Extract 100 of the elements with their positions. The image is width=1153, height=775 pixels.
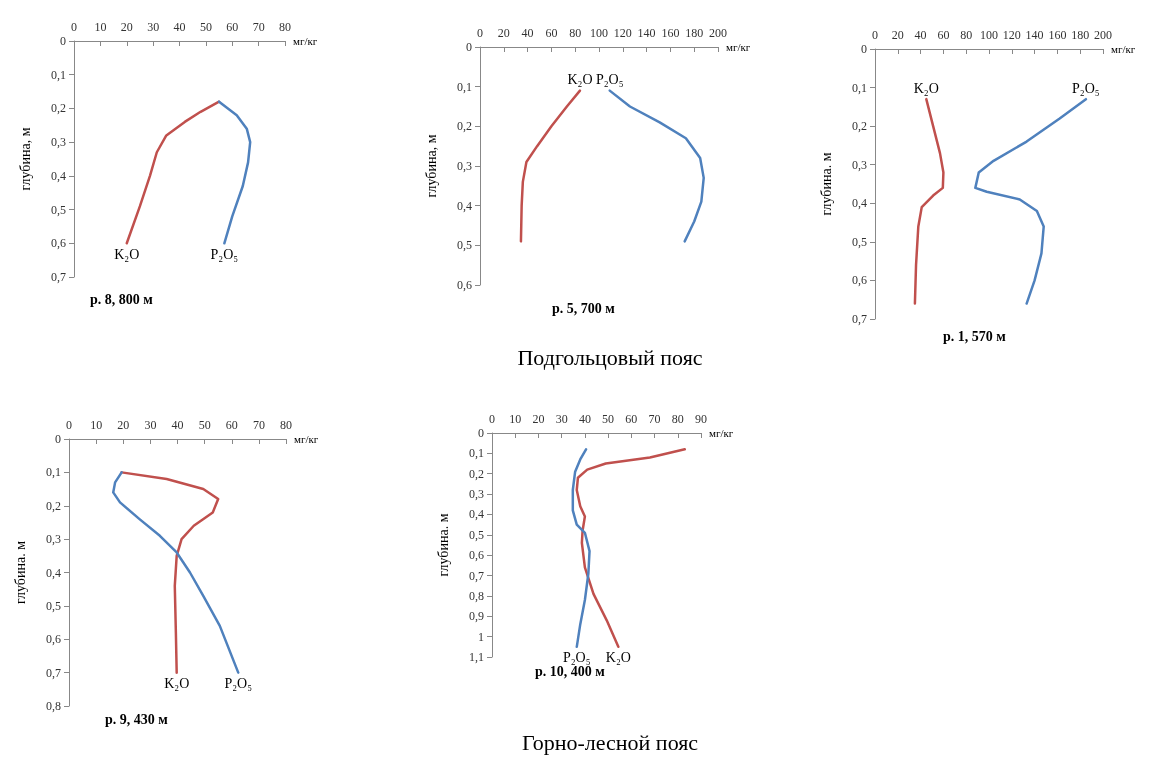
x-tick-label: 40: [578, 412, 591, 426]
series-label: P₂O₅: [595, 72, 624, 88]
x-tick-label: 50: [198, 418, 211, 432]
x-tick-label: 60: [937, 28, 950, 42]
x-tick-label: 200: [1094, 28, 1112, 42]
x-tick-label: 70: [252, 418, 265, 432]
y-tick-label: 0: [466, 40, 472, 54]
y-axis-title: глубина. м: [435, 513, 451, 577]
y-tick-label: 0: [55, 432, 61, 446]
x-tick-label: 120: [1002, 28, 1021, 42]
x-tick-label: 70: [252, 20, 265, 34]
y-tick-label: 0,3: [46, 532, 61, 547]
x-tick-label: 50: [199, 20, 212, 34]
x-tick-label: 100: [590, 26, 608, 40]
y-axis-title: глубина. м: [12, 540, 28, 605]
y-tick-label: 0,5: [51, 202, 66, 217]
x-tick-label: 200: [709, 26, 727, 40]
text: Горно-лесной пояс: [520, 730, 700, 756]
x-tick-label: 70: [648, 412, 661, 426]
x-tick-label: 20: [891, 28, 904, 42]
y-tick-label: 0,5: [469, 527, 484, 542]
x-tick-label: 40: [171, 418, 184, 432]
y-tick-label: 0,6: [457, 278, 472, 292]
series-label: K₂O: [913, 80, 939, 96]
x-tick-label: 140: [1025, 28, 1044, 42]
y-tick-label: 0,1: [51, 67, 66, 82]
y-tick-label: 0,8: [46, 699, 61, 713]
x-tick-label: 0: [71, 20, 77, 34]
y-tick-label: 0,6: [46, 632, 61, 647]
line-series: [217, 100, 252, 245]
series-label: K₂O: [114, 246, 140, 262]
y-tick-label: 0,6: [852, 273, 867, 288]
series-label: K₂O: [164, 676, 190, 692]
y-tick-label: 0,3: [457, 159, 472, 173]
x-tick-label: 0: [872, 28, 878, 42]
y-tick-label: 0,1: [469, 446, 484, 461]
x-tick-label: 40: [521, 26, 534, 40]
x-tick-label: 80: [279, 20, 291, 34]
y-tick-label: 0,7: [51, 270, 66, 284]
y-tick-label: 0,4: [457, 198, 472, 213]
text: р. 8, 800 м: [90, 291, 154, 307]
x-axis-title: мг/кг: [726, 41, 751, 53]
y-tick-label: 0,3: [852, 157, 867, 172]
x-tick-label: 10: [94, 20, 107, 34]
y-tick-label: 0,7: [46, 665, 61, 680]
x-tick-label: 20: [532, 412, 545, 426]
y-tick-label: 0,3: [469, 487, 484, 502]
y-tick-label: 0,8: [469, 588, 484, 603]
y-tick-label: 0,1: [852, 80, 867, 95]
x-tick-label: 80: [569, 26, 582, 40]
y-axis-title: глубина, м: [423, 134, 439, 198]
x-tick-label: 60: [226, 20, 239, 34]
x-tick-label: 30: [147, 20, 160, 34]
y-tick-label: 0,4: [852, 196, 867, 211]
series-label: K₂O: [605, 650, 631, 666]
x-axis-title: мг/кг: [1111, 43, 1136, 55]
x-tick-label: 30: [555, 412, 568, 426]
x-axis-title: мг/кг: [709, 427, 734, 439]
x-tick-label: 100: [980, 28, 998, 42]
x-tick-label: 40: [173, 20, 186, 34]
x-tick-label: 30: [144, 418, 157, 432]
x-axis-title: мг/кг: [293, 35, 318, 47]
x-tick-label: 80: [960, 28, 973, 42]
x-tick-label: 10: [90, 418, 103, 432]
x-tick-label: 80: [671, 412, 684, 426]
x-tick-label: 160: [1048, 28, 1067, 42]
y-tick-label: 0,5: [852, 234, 867, 249]
text: р. 1, 570 м: [943, 328, 1007, 344]
text: Подгольцовый пояс: [516, 345, 704, 371]
y-tick-label: 0,5: [457, 238, 472, 253]
x-tick-label: 20: [497, 26, 510, 40]
y-axis-title: глубина. м: [818, 152, 834, 216]
y-tick-label: 0,9: [469, 609, 484, 624]
x-tick-label: 80: [280, 418, 292, 432]
x-tick-label: 160: [661, 26, 680, 40]
y-tick-label: 0,2: [457, 119, 472, 134]
line-series: [608, 89, 705, 243]
x-tick-label: 20: [120, 20, 133, 34]
x-tick-label: 140: [637, 26, 656, 40]
y-tick-label: 0,7: [469, 568, 484, 583]
x-tick-label: 40: [914, 28, 927, 42]
y-tick-label: 0,6: [51, 236, 66, 251]
x-tick-label: 0: [489, 412, 495, 426]
line-series: [571, 448, 591, 649]
y-tick-label: 0,2: [469, 466, 484, 481]
line-series: [974, 97, 1088, 305]
y-tick-label: 0: [861, 42, 867, 56]
y-tick-label: 0,4: [46, 565, 61, 580]
line-series: [120, 471, 220, 674]
x-tick-label: 50: [602, 412, 615, 426]
y-tick-label: 0,1: [457, 79, 472, 94]
x-tick-label: 60: [225, 418, 238, 432]
x-tick-label: 60: [545, 26, 558, 40]
y-tick-label: 0,4: [469, 507, 484, 522]
x-tick-label: 10: [509, 412, 522, 426]
y-tick-label: 0,3: [51, 135, 66, 150]
series-label: P₂O₅: [1072, 80, 1100, 96]
y-tick-label: 0,2: [46, 498, 61, 513]
line-series: [125, 100, 221, 245]
x-tick-label: 20: [117, 418, 130, 432]
